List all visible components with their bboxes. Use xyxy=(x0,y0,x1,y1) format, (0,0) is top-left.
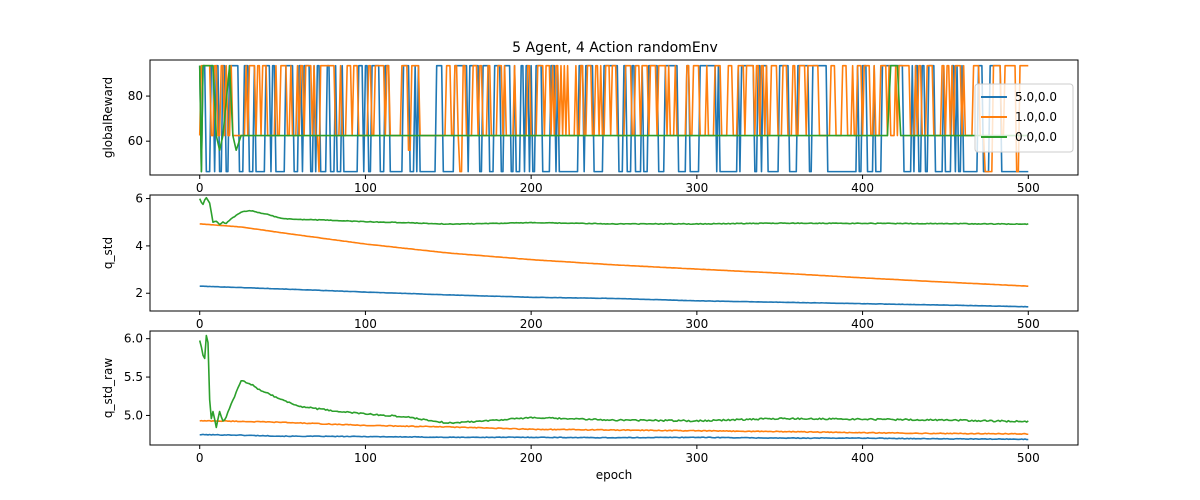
x-tick-label: 100 xyxy=(354,317,377,331)
x-tick-label: 0 xyxy=(196,317,204,331)
x-tick-label: 100 xyxy=(354,451,377,465)
x-tick-label: 100 xyxy=(354,181,377,195)
q-std-panel: 0 100 200 300 400 500 2 4 6 q_std xyxy=(101,192,1079,331)
series-line-5-0-0-0 xyxy=(199,285,1029,308)
y-tick-label: 5.0 xyxy=(124,408,143,422)
series-line-5-0-0-0 xyxy=(199,433,1029,441)
axes-frame xyxy=(149,194,1079,312)
series-line-5-0-0-0 xyxy=(198,64,1029,173)
x-tick-label: 200 xyxy=(520,317,543,331)
legend: 5.0,0.0 1.0,0.0 0.0,0.0 xyxy=(974,83,1074,153)
legend-entry: 5.0,0.0 xyxy=(1015,90,1057,104)
legend-entry: 1.0,0.0 xyxy=(1015,110,1057,124)
x-tick-label: 300 xyxy=(685,317,708,331)
x-tick-label: 0 xyxy=(196,451,204,465)
x-tick-label: 500 xyxy=(1017,317,1040,331)
series-line-0-0-0-0 xyxy=(198,64,1029,173)
y-tick-label: 6.0 xyxy=(124,332,143,346)
y-tick-label: 4 xyxy=(135,239,143,253)
y-axis-label: q_std_raw xyxy=(101,358,115,418)
x-tick-label: 200 xyxy=(520,451,543,465)
series-line-0-0-0-0 xyxy=(198,334,1029,429)
series-line-0-0-0-0 xyxy=(198,196,1029,226)
y-axis-label: q_std xyxy=(101,237,115,269)
x-tick-label: 300 xyxy=(685,451,708,465)
x-tick-label: 400 xyxy=(851,181,874,195)
x-axis-label: epoch xyxy=(596,468,633,482)
axes-frame xyxy=(149,59,1079,176)
axes-frame xyxy=(149,330,1079,446)
series-line-1-0-0-0 xyxy=(199,223,1029,288)
y-tick-label: 80 xyxy=(128,89,143,103)
x-tick-label: 400 xyxy=(851,451,874,465)
x-tick-label: 500 xyxy=(1017,181,1040,195)
x-tick-label: 500 xyxy=(1017,451,1040,465)
legend-box xyxy=(974,83,1074,153)
y-tick-label: 5.5 xyxy=(124,370,143,384)
x-tick-label: 300 xyxy=(685,181,708,195)
legend-entry: 0.0,0.0 xyxy=(1015,130,1057,144)
y-tick-label: 2 xyxy=(135,286,143,300)
x-tick-label: 200 xyxy=(520,181,543,195)
y-tick-label: 60 xyxy=(128,134,143,148)
x-tick-label: 0 xyxy=(196,181,204,195)
series-line-1-0-0-0 xyxy=(199,419,1029,436)
x-tick-label: 400 xyxy=(851,317,874,331)
chart-title: 5 Agent, 4 Action randomEnv xyxy=(512,40,718,56)
y-axis-label: globalReward xyxy=(101,77,115,158)
reward-panel: 0 100 200 300 400 500 60 80 globalReward 5.0,0.0 1… xyxy=(101,59,1079,195)
y-tick-label: 6 xyxy=(135,192,143,206)
